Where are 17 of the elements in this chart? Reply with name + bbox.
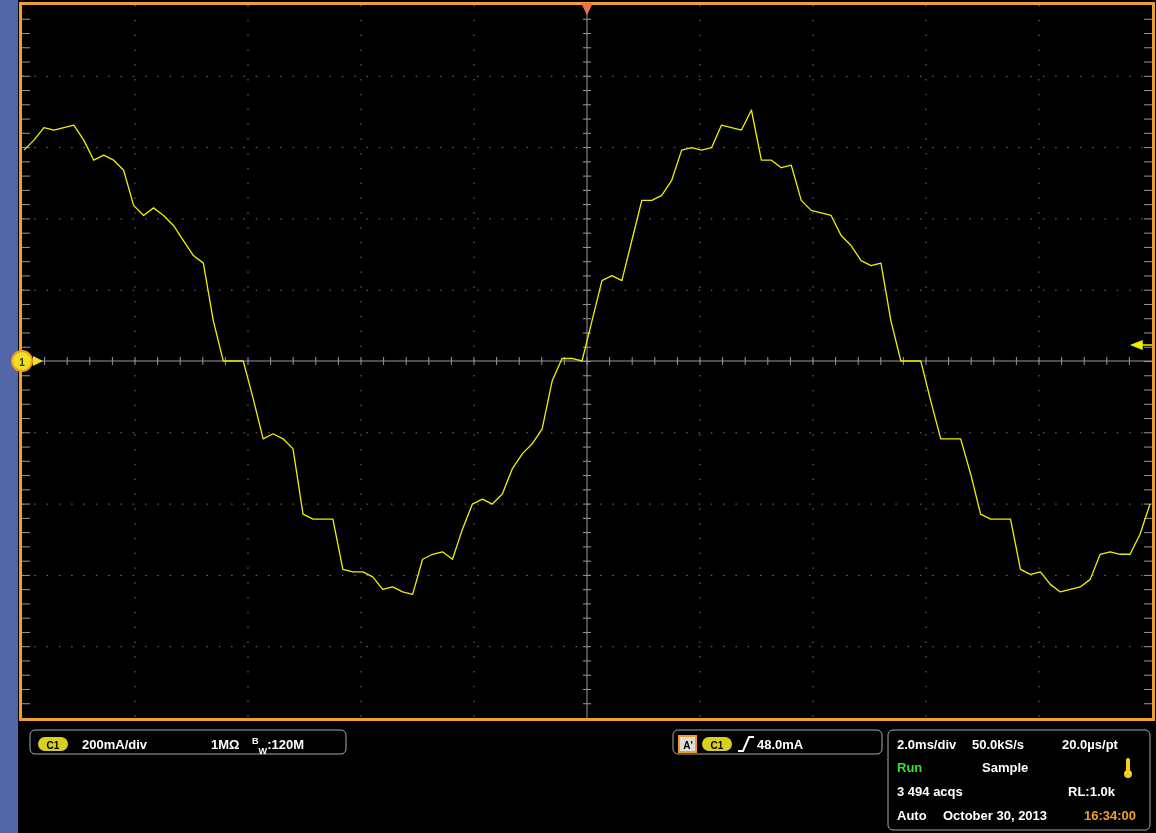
text: 16:34:00: [1084, 808, 1137, 823]
text: 20.0µs/pt: [1062, 737, 1119, 752]
text: Sample: [982, 760, 1029, 775]
text: 48.0mA: [757, 737, 804, 752]
text: RL:1.0k: [1068, 784, 1116, 799]
annotation: 1: [19, 357, 26, 368]
text: Run: [897, 760, 923, 775]
text: 2.0ms/div: [897, 737, 958, 752]
text: 50.0kS/s: [972, 737, 1025, 752]
text: C1: [46, 740, 60, 751]
text: A': [683, 740, 693, 751]
text: 3 494 acqs: [897, 784, 963, 799]
text: 1MΩ: [211, 737, 240, 752]
text: Auto: [897, 808, 927, 823]
text: C1: [710, 740, 724, 751]
text: October 30, 2013: [943, 808, 1048, 823]
text: 200mA/div: [82, 737, 148, 752]
